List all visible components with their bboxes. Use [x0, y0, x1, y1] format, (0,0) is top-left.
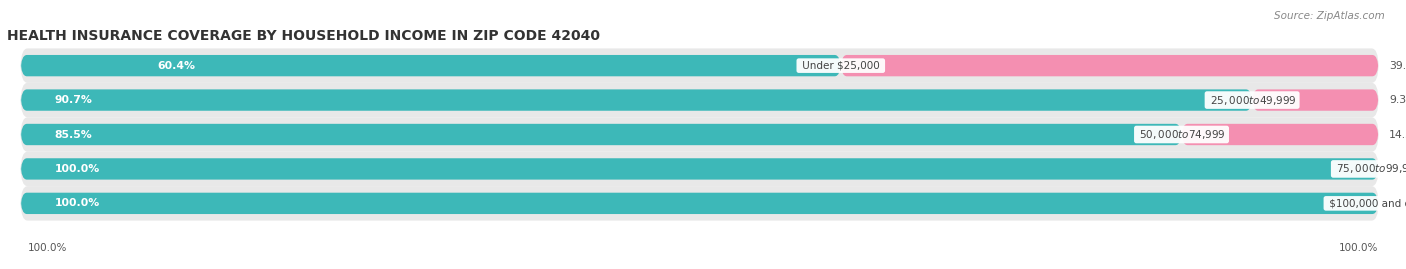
- Text: 9.3%: 9.3%: [1389, 95, 1406, 105]
- Text: 39.6%: 39.6%: [1389, 61, 1406, 71]
- Text: $50,000 to $74,999: $50,000 to $74,999: [1136, 128, 1226, 141]
- FancyBboxPatch shape: [21, 89, 1253, 111]
- FancyBboxPatch shape: [1253, 89, 1378, 111]
- Text: $25,000 to $49,999: $25,000 to $49,999: [1206, 94, 1298, 107]
- FancyBboxPatch shape: [841, 55, 1378, 76]
- FancyBboxPatch shape: [21, 55, 841, 76]
- Text: 14.5%: 14.5%: [1389, 129, 1406, 140]
- Text: 100.0%: 100.0%: [55, 164, 100, 174]
- Text: Under $25,000: Under $25,000: [799, 61, 883, 71]
- Text: 100.0%: 100.0%: [1339, 243, 1378, 253]
- Text: $75,000 to $99,999: $75,000 to $99,999: [1333, 162, 1406, 175]
- FancyBboxPatch shape: [21, 83, 1378, 117]
- Text: HEALTH INSURANCE COVERAGE BY HOUSEHOLD INCOME IN ZIP CODE 42040: HEALTH INSURANCE COVERAGE BY HOUSEHOLD I…: [7, 29, 600, 43]
- FancyBboxPatch shape: [21, 193, 1378, 214]
- FancyBboxPatch shape: [21, 48, 1378, 83]
- Text: 90.7%: 90.7%: [55, 95, 93, 105]
- FancyBboxPatch shape: [21, 152, 1378, 186]
- FancyBboxPatch shape: [1181, 124, 1378, 145]
- Text: $100,000 and over: $100,000 and over: [1326, 198, 1406, 208]
- Text: 100.0%: 100.0%: [55, 198, 100, 208]
- Text: 100.0%: 100.0%: [28, 243, 67, 253]
- FancyBboxPatch shape: [21, 158, 1378, 180]
- Text: Source: ZipAtlas.com: Source: ZipAtlas.com: [1274, 11, 1385, 21]
- Text: 85.5%: 85.5%: [55, 129, 93, 140]
- FancyBboxPatch shape: [21, 124, 1181, 145]
- FancyBboxPatch shape: [21, 186, 1378, 221]
- Text: 60.4%: 60.4%: [157, 61, 195, 71]
- FancyBboxPatch shape: [21, 117, 1378, 152]
